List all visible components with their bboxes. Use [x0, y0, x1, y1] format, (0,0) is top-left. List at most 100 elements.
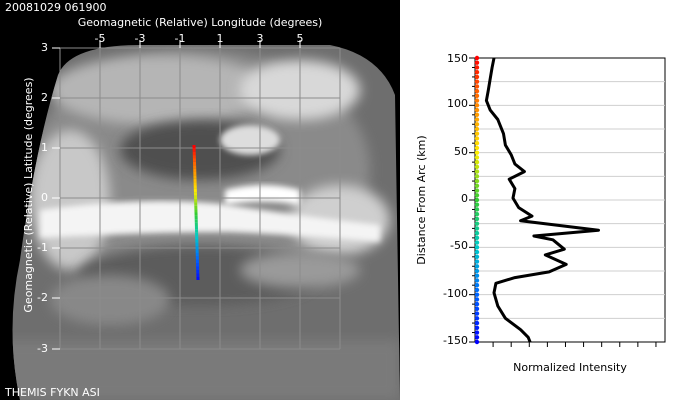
- gradient-point: [474, 216, 480, 222]
- gradient-point: [474, 74, 480, 80]
- gradient-point: [474, 55, 480, 61]
- gradient-point: [474, 107, 480, 113]
- gradient-point: [474, 240, 480, 245]
- gradient-point: [474, 84, 480, 89]
- x-tick-label: -5: [94, 32, 106, 45]
- chart-y-axis-title: Distance From Arc (km): [415, 135, 428, 265]
- gradient-point: [474, 221, 480, 226]
- asi-image-panel: 20081029 061900 Geomagnetic (Relative) L…: [0, 0, 400, 400]
- gradient-point: [474, 235, 480, 241]
- chart-y-tick-label: 150: [447, 52, 468, 65]
- y-tick-label: 1: [41, 141, 48, 154]
- y-tick-label: -3: [37, 342, 48, 355]
- gradient-point: [474, 145, 480, 151]
- gradient-point: [474, 117, 480, 122]
- x-tick-label: 3: [256, 32, 264, 45]
- gradient-point: [474, 273, 480, 278]
- gradient-point: [474, 230, 480, 236]
- gradient-point: [474, 126, 480, 132]
- gradient-point: [474, 141, 480, 146]
- transect-line: [192, 144, 200, 281]
- y-tick-label: 2: [41, 91, 48, 104]
- color-gradient-marker: [474, 55, 480, 345]
- gradient-point: [474, 202, 480, 207]
- gradient-point: [474, 65, 480, 70]
- gradient-point: [474, 259, 480, 264]
- gradient-point: [474, 98, 480, 103]
- gradient-point: [474, 112, 480, 118]
- gradient-point: [474, 297, 480, 302]
- gradient-point: [474, 174, 480, 179]
- chart-y-tick-label: 50: [454, 145, 468, 158]
- gradient-point: [474, 335, 480, 340]
- gradient-point: [474, 155, 480, 160]
- gradient-point: [474, 103, 480, 108]
- gradient-point: [474, 70, 480, 75]
- gradient-point: [474, 212, 480, 217]
- gradient-point: [474, 245, 480, 250]
- x-tick-label: 5: [296, 32, 304, 45]
- gradient-point: [474, 283, 480, 288]
- gradient-point: [474, 169, 480, 174]
- gradient-point: [474, 292, 480, 297]
- gradient-point: [474, 193, 480, 198]
- y-tick-label: -2: [37, 291, 48, 304]
- chart-y-tick-label: -150: [443, 334, 468, 347]
- gradient-point: [474, 136, 480, 141]
- gradient-point: [474, 197, 480, 203]
- gradient-point: [474, 311, 480, 316]
- gradient-point: [474, 278, 480, 283]
- intensity-series-line: [484, 57, 600, 343]
- chart-x-axis-title: Normalized Intensity: [513, 361, 627, 374]
- chart-y-tick-label: -100: [443, 287, 468, 300]
- chart-y-ticks: [469, 57, 475, 343]
- gradient-point: [474, 325, 480, 330]
- y-tick-label: 3: [41, 41, 48, 54]
- gradient-point: [474, 93, 480, 99]
- x-tick-label: -1: [174, 32, 186, 45]
- gradient-point: [474, 264, 480, 269]
- gradient-point: [474, 316, 480, 321]
- gradient-point: [474, 60, 480, 65]
- gradient-point: [474, 249, 480, 255]
- gradient-point: [474, 178, 480, 184]
- gradient-point: [474, 207, 480, 212]
- gradient-point: [474, 79, 480, 84]
- y-tick-label: 0: [41, 191, 48, 204]
- intensity-chart: [469, 55, 666, 347]
- chart-x-ticks: [492, 342, 657, 347]
- gradient-point: [474, 306, 480, 312]
- timestamp-label: 20081029 061900: [5, 1, 107, 14]
- top-axis-title: Geomagnetic (Relative) Longitude (degree…: [77, 16, 323, 29]
- chart-grid: [475, 81, 665, 319]
- left-axis-title: Geomagnetic (Relative) Latitude (degrees…: [22, 77, 35, 313]
- gradient-point: [474, 268, 480, 274]
- sky-image: [12, 45, 400, 400]
- intensity-profile-panel: 150 100 50 0 -50 -100 -150 Distance From…: [400, 0, 700, 400]
- x-tick-label: -3: [134, 32, 146, 45]
- chart-y-tick-label: 0: [461, 192, 468, 205]
- gradient-point: [474, 88, 480, 94]
- gradient-point: [474, 226, 480, 231]
- gradient-point: [474, 183, 480, 188]
- gradient-point: [474, 150, 480, 155]
- gradient-point: [474, 254, 480, 259]
- asi-axis-ticks: [52, 40, 301, 350]
- footer-caption: THEMIS FYKN ASI: [5, 386, 100, 399]
- gradient-point: [474, 188, 480, 193]
- gradient-point: [474, 287, 480, 293]
- intensity-series: [484, 57, 600, 343]
- y-tick-label: -1: [37, 241, 48, 254]
- chart-y-tick-label: 100: [447, 97, 468, 110]
- gradient-point: [474, 330, 480, 335]
- asi-image-svg: [12, 40, 400, 400]
- gradient-point: [474, 164, 480, 170]
- gradient-point: [474, 122, 480, 127]
- gradient-point: [474, 159, 480, 165]
- gradient-point: [474, 320, 480, 326]
- chart-y-tick-label: -50: [450, 239, 468, 252]
- x-tick-label: 1: [216, 32, 224, 45]
- gradient-point: [474, 131, 480, 136]
- gradient-point: [474, 339, 480, 345]
